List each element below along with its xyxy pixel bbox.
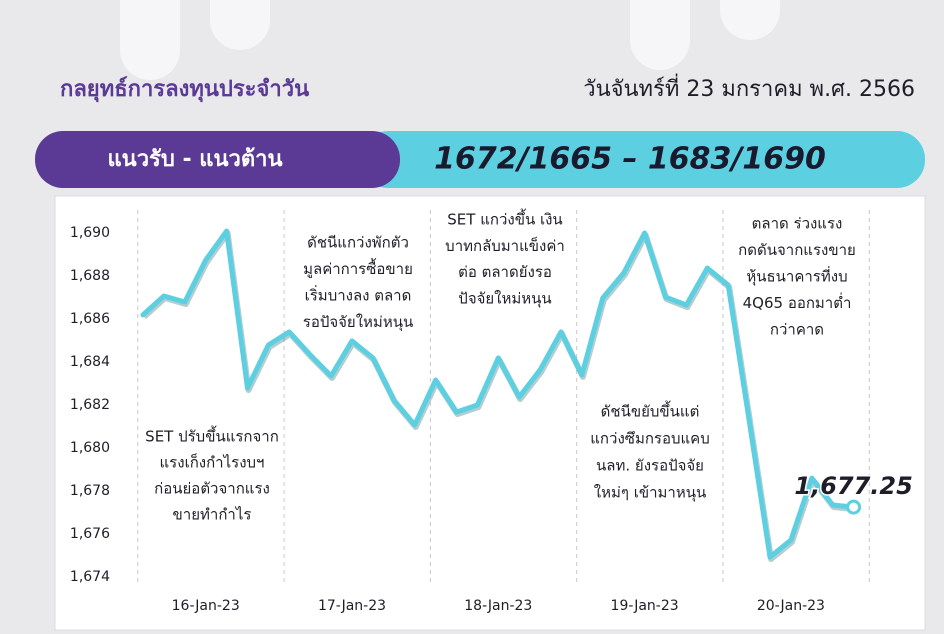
annotation: ใหม่ๆ เข้ามาหนุน <box>594 484 706 503</box>
annotation: 4Q65 ออกมาต่ำ <box>743 292 852 312</box>
annotation: หุ้นธนาคารที่งบ <box>746 266 847 287</box>
banner-range: 1672/1665 – 1683/1690 <box>434 142 826 177</box>
annotation: ดัชนีขยับขึ้นแต่ <box>601 401 700 421</box>
annotation: SET แกว่งขึ้น เงิน <box>447 209 562 229</box>
background-decor <box>120 0 780 80</box>
x-tick-label: 20-Jan-23 <box>757 598 825 614</box>
y-tick-label: 1,680 <box>70 440 110 456</box>
value-label: 1,677.25 <box>794 472 912 500</box>
annotation: นลท. ยังรอปัจจัย <box>596 457 704 475</box>
annotation: ต่อ ตลาดยังรอ <box>458 263 552 281</box>
chart: 1,674 1,676 1,678 1,680 1,682 1,684 1,686 1,688… <box>70 209 914 615</box>
y-tick-label: 1,690 <box>70 225 110 241</box>
x-tick-label: 19-Jan-23 <box>611 598 679 614</box>
x-tick-label: 18-Jan-23 <box>464 598 532 614</box>
annotation: รอปัจจัยใหม่หนุน <box>303 313 413 332</box>
annotation: กว่าคาด <box>770 321 824 339</box>
y-tick-label: 1,682 <box>70 397 110 413</box>
y-tick-label: 1,678 <box>70 483 110 499</box>
line <box>140 228 857 560</box>
y-tick-label: 1,688 <box>70 268 110 284</box>
banner-label-bg <box>35 131 400 188</box>
x-tick-label: 16-Jan-23 <box>172 598 240 614</box>
annotation: กดดันจากแรงขาย <box>738 241 856 259</box>
y-tick-label: 1,684 <box>70 354 110 370</box>
page-title: กลยุทธ์การลงทุนประจำวัน <box>60 76 309 103</box>
end-point <box>846 499 862 515</box>
annotation: แรงเก็งกำไรงบฯ <box>160 453 265 472</box>
chart-panel <box>54 195 926 631</box>
x-tick-label: 17-Jan-23 <box>318 598 386 614</box>
annotation: เริ่มบางลง ตลาด <box>305 285 412 305</box>
annotation: ดัชนีแกว่งพักตัว <box>307 234 409 252</box>
banner-range-bg <box>360 131 925 188</box>
annotation: แกว่งซึมกรอบแคบ <box>590 430 709 448</box>
annotation: บาทกลับมาแข็งค่า <box>445 236 565 255</box>
annotation: SET ปรับขึ้นแรกจาก <box>145 426 279 446</box>
annotation: ตลาด ร่วงแรง <box>752 215 843 233</box>
date: วันจันทร์ที่ 23 มกราคม พ.ศ. 2566 <box>583 73 915 102</box>
y-tick-label: 1,676 <box>70 526 110 542</box>
annotation: ขายทำกำไร <box>173 506 252 524</box>
annotation: ปัจจัยใหม่หนุน <box>458 289 551 308</box>
y-tick-label: 1,674 <box>70 569 110 585</box>
y-tick-label: 1,686 <box>70 311 110 327</box>
banner-label: แนวรับ - แนวต้าน <box>107 147 282 172</box>
annotation: ก่อนย่อตัวจากแรง <box>154 480 270 498</box>
annotation: มูลค่าการซื้อขาย <box>303 258 413 278</box>
